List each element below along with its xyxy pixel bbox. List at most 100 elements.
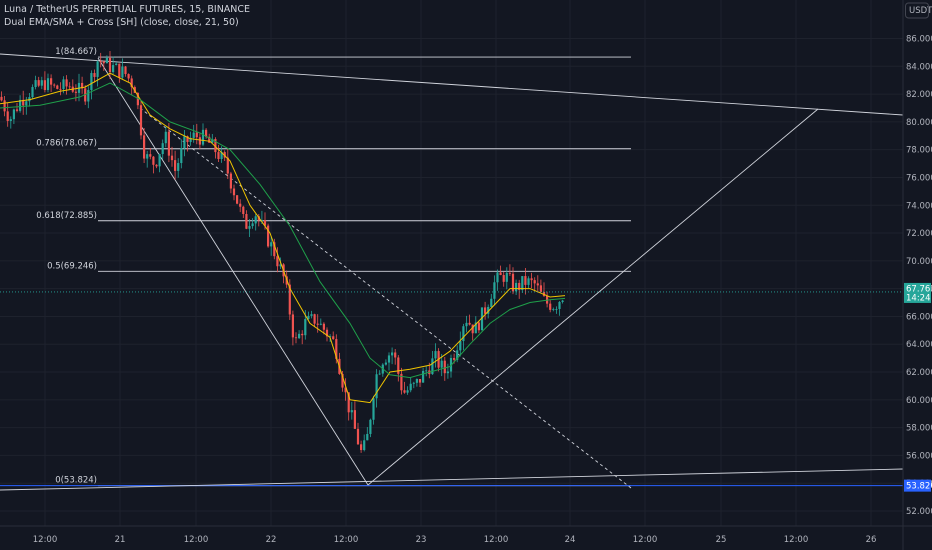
- candle-body: [409, 383, 412, 391]
- upper-trendline: [0, 53, 904, 116]
- y-tick-label: 66.000: [906, 312, 932, 322]
- candle-body: [440, 360, 443, 368]
- x-tick-label: 21: [115, 535, 126, 545]
- x-tick-label: 23: [416, 535, 427, 545]
- candle-body: [105, 57, 108, 64]
- x-tick-label: 12:00: [33, 535, 58, 545]
- candle-body: [276, 256, 279, 267]
- candle-body: [499, 272, 502, 276]
- candle-body: [62, 79, 65, 89]
- candle-body: [313, 314, 316, 324]
- candle-body: [422, 370, 425, 383]
- candle-body: [220, 152, 223, 159]
- drawings: [0, 53, 904, 491]
- candle-body: [56, 85, 59, 89]
- candle-body: [254, 216, 257, 224]
- candle-body: [344, 387, 347, 393]
- candle-body: [34, 80, 37, 88]
- candle-body: [378, 373, 381, 375]
- candle-body: [304, 319, 307, 336]
- candle-body: [214, 139, 217, 153]
- candle-body: [53, 84, 56, 86]
- candle-body: [521, 276, 524, 290]
- candle-body: [511, 273, 515, 292]
- candle-body: [471, 324, 474, 334]
- candle-body: [350, 410, 353, 413]
- candle-body: [549, 303, 552, 310]
- candle-body: [288, 284, 291, 315]
- candle-body: [87, 90, 90, 102]
- candle-body: [291, 314, 294, 338]
- candle-body: [99, 61, 102, 63]
- candle-body: [555, 309, 558, 310]
- y-tick-label: 82.000: [906, 90, 932, 100]
- candle-body: [40, 80, 43, 86]
- candle-body: [155, 164, 158, 167]
- candle-body: [183, 136, 186, 149]
- candle-body: [518, 282, 521, 290]
- candle-body: [164, 131, 167, 144]
- candle-body: [50, 78, 53, 85]
- candle-body: [37, 80, 40, 86]
- candle-body: [186, 136, 189, 142]
- x-tick-label: 12:00: [484, 535, 509, 545]
- candle-body: [307, 315, 310, 320]
- candle-body: [493, 282, 496, 299]
- low-price-text: 53.826: [906, 482, 932, 492]
- candle-body: [403, 390, 406, 393]
- x-tick-label: 26: [866, 535, 877, 545]
- candle-body: [189, 137, 192, 142]
- candle-body: [527, 278, 530, 285]
- candle-body: [208, 136, 211, 143]
- candle-body: [161, 143, 164, 155]
- x-tick-label: 12:00: [184, 535, 209, 545]
- candle-body: [229, 173, 232, 189]
- candle-body: [46, 78, 50, 91]
- time-axis[interactable]: 12:00 21 12:00 22 12:00 23 12:00 24 12:00 25 12:00…: [0, 525, 932, 545]
- candle-body: [443, 360, 446, 374]
- indicator-legend[interactable]: Dual EMA/SMA + Cross [SH] (close, close,…: [4, 17, 239, 28]
- fib-label: 0(53.824): [55, 476, 97, 486]
- candle-body: [394, 352, 397, 358]
- x-tick-label: 22: [266, 535, 277, 545]
- y-tick-label: 74.000: [906, 201, 932, 211]
- candle-body: [251, 223, 254, 227]
- candle-body: [524, 276, 527, 285]
- candle-body: [502, 275, 505, 282]
- candle-body: [19, 99, 22, 111]
- candle-body: [59, 88, 62, 90]
- y-tick-label: 64.000: [906, 340, 932, 350]
- candle-body: [301, 333, 304, 336]
- candle-body: [130, 78, 133, 88]
- dashed-projection-line: [139, 107, 632, 489]
- candle-body: [347, 392, 350, 413]
- lower-trendline: [0, 468, 904, 491]
- candle-body: [112, 65, 115, 73]
- candle-body: [121, 66, 124, 78]
- candle-body: [418, 378, 422, 383]
- candle-body: [369, 419, 372, 434]
- current-price-tag: [904, 282, 931, 303]
- candle-body: [198, 137, 201, 145]
- candle-body: [139, 105, 143, 136]
- candle-body: [406, 390, 409, 393]
- candle-body: [375, 374, 378, 399]
- candle-body: [28, 97, 31, 102]
- x-tick-label: 12:00: [784, 535, 809, 545]
- candle-body: [515, 282, 518, 292]
- y-tick-label: 78.000: [906, 146, 932, 156]
- candle-body: [536, 283, 539, 286]
- candle-body: [267, 225, 270, 247]
- candle-body: [462, 326, 465, 342]
- candle-body: [456, 350, 459, 360]
- y-tick-label: 80.000: [906, 118, 932, 128]
- candle-body: [93, 73, 96, 77]
- candle-body: [539, 285, 542, 293]
- candle-body: [127, 74, 130, 79]
- symbol-title[interactable]: Luna / TetherUS PERPETUAL FUTURES, 15, B…: [4, 4, 251, 15]
- candle-body: [533, 280, 536, 284]
